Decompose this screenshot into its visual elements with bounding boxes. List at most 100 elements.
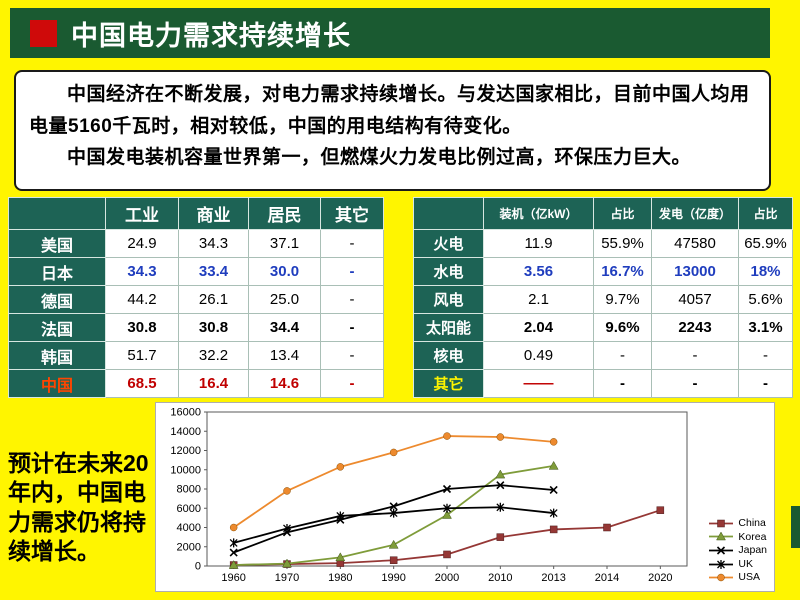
legend-marker-icon (709, 546, 734, 555)
table-cell: 34.3 (178, 229, 249, 258)
table-cell: - (593, 341, 652, 370)
column-header: 占比 (738, 197, 793, 230)
table-cell: 16.7% (593, 257, 652, 286)
table-cell: 51.7 (105, 341, 179, 370)
table-header-row: 工业 商业 居民 其它 (8, 197, 384, 230)
table-row: 中国 68.5 16.4 14.6- (8, 369, 384, 398)
table-cell: 30.8 (178, 313, 249, 342)
table-cell: - (320, 285, 384, 314)
row-label: 美国 (8, 229, 106, 258)
legend-item: China (708, 517, 767, 530)
row-label: 水电 (413, 257, 484, 286)
table-cell: 44.2 (105, 285, 179, 314)
row-label: 韩国 (8, 341, 106, 370)
table-cell: 68.5 (105, 369, 179, 398)
table-cell: 37.1 (248, 229, 321, 258)
table-row: 太阳能 2.04 9.6% 2243 3.1% (413, 313, 793, 342)
legend-marker-icon (709, 519, 734, 528)
table-cell: - (651, 341, 739, 370)
table-cell: 9.7% (593, 285, 652, 314)
table-row: 德国 44.2 26.1 25.0- (8, 285, 384, 314)
table-cell: - (320, 257, 384, 286)
table-row: 其它 —— - - - (413, 369, 793, 398)
table-cell: - (593, 369, 652, 398)
table-cell: - (320, 369, 384, 398)
svg-text:16000: 16000 (170, 407, 201, 419)
consumption-structure-table: 工业 商业 居民 其它 美国 24.9 34.3 37.1- 日本 34.3 33.4 30.0- 德国… (8, 197, 384, 398)
table-cell: - (320, 341, 384, 370)
title-bar: 中国电力需求持续增长 (10, 8, 770, 58)
table-cell: 14.6 (248, 369, 321, 398)
row-label: 中国 (8, 369, 106, 398)
table-cell: 65.9% (738, 229, 793, 258)
table-cell: - (651, 369, 739, 398)
table-cell: 3.56 (483, 257, 594, 286)
column-header: 发电（亿度） (651, 197, 739, 230)
svg-text:4000: 4000 (177, 522, 201, 534)
column-header: 工业 (105, 197, 179, 230)
row-label: 核电 (413, 341, 484, 370)
slide-edge-decoration (791, 506, 800, 548)
svg-text:10000: 10000 (170, 464, 201, 476)
svg-text:12000: 12000 (170, 445, 201, 457)
table-row: 日本 34.3 33.4 30.0- (8, 257, 384, 286)
table-cell: 55.9% (593, 229, 652, 258)
forecast-note: 预计在未来20年内，中国电力需求仍将持续增长。 (8, 450, 149, 565)
svg-text:2013: 2013 (541, 572, 565, 584)
row-label: 其它 (413, 369, 484, 398)
table-cell: - (738, 369, 793, 398)
table-cell: 4057 (651, 285, 739, 314)
legend-label: Korea (738, 530, 767, 543)
svg-text:2014: 2014 (595, 572, 619, 584)
table-row: 风电 2.1 9.7% 4057 5.6% (413, 285, 793, 314)
table-cell: 2243 (651, 313, 739, 342)
table-cell: 13.4 (248, 341, 321, 370)
intro-paragraph-1: 中国经济在不断发展，对电力需求持续增长。与发达国家相比，目前中国人均用电量516… (29, 84, 750, 137)
table-header-row: 装机（亿kW） 占比 发电（亿度） 占比 (413, 197, 793, 230)
legend-label: USA (738, 571, 760, 584)
legend-item: Japan (708, 544, 767, 557)
table-cell: —— (483, 369, 594, 398)
table-cell: 33.4 (178, 257, 249, 286)
table-row: 韩国 51.7 32.2 13.4- (8, 341, 384, 370)
table-cell: 2.04 (483, 313, 594, 342)
column-header: 商业 (178, 197, 249, 230)
table-cell: 18% (738, 257, 793, 286)
svg-text:1960: 1960 (221, 572, 245, 584)
table-row: 美国 24.9 34.3 37.1- (8, 229, 384, 258)
legend-label: China (738, 517, 766, 530)
column-header: 装机（亿kW） (483, 197, 594, 230)
column-header: 居民 (248, 197, 321, 230)
intro-text-box: 中国经济在不断发展，对电力需求持续增长。与发达国家相比，目前中国人均用电量516… (14, 70, 771, 191)
table-cell: 24.9 (105, 229, 179, 258)
installed-capacity-table: 装机（亿kW） 占比 发电（亿度） 占比 火电 11.9 55.9% 47580 65.9% 水电… (413, 197, 793, 398)
table-cell: 9.6% (593, 313, 652, 342)
table-cell: - (738, 341, 793, 370)
column-header: 其它 (320, 197, 384, 230)
svg-text:2020: 2020 (648, 572, 672, 584)
svg-text:1980: 1980 (328, 572, 352, 584)
table-cell: 3.1% (738, 313, 793, 342)
page-title: 中国电力需求持续增长 (71, 20, 351, 51)
table-cell: 34.4 (248, 313, 321, 342)
table-cell: 26.1 (178, 285, 249, 314)
svg-text:2000: 2000 (177, 541, 201, 553)
table-row: 法国 30.8 30.8 34.4- (8, 313, 384, 342)
per-capita-electricity-chart: 0 2000 4000 6000 8000 10000 12000 14000 16000 196… (155, 402, 775, 592)
column-header: 占比 (593, 197, 652, 230)
legend-marker-icon (709, 573, 734, 582)
table-cell: 2.1 (483, 285, 594, 314)
intro-paragraph-2: 中国发电装机容量世界第一，但燃煤火力发电比例过高，环保压力巨大。 (67, 147, 692, 169)
chart-legend: China Korea Japan UK USA (708, 517, 767, 584)
table-cell: 34.3 (105, 257, 179, 286)
table-row: 火电 11.9 55.9% 47580 65.9% (413, 229, 793, 258)
legend-item: USA (708, 571, 767, 584)
legend-label: Japan (738, 544, 767, 557)
legend-item: Korea (708, 531, 767, 544)
legend-item: UK (708, 558, 767, 571)
row-label: 法国 (8, 313, 106, 342)
row-label: 德国 (8, 285, 106, 314)
table-cell: 25.0 (248, 285, 321, 314)
table-corner-cell (8, 197, 106, 230)
